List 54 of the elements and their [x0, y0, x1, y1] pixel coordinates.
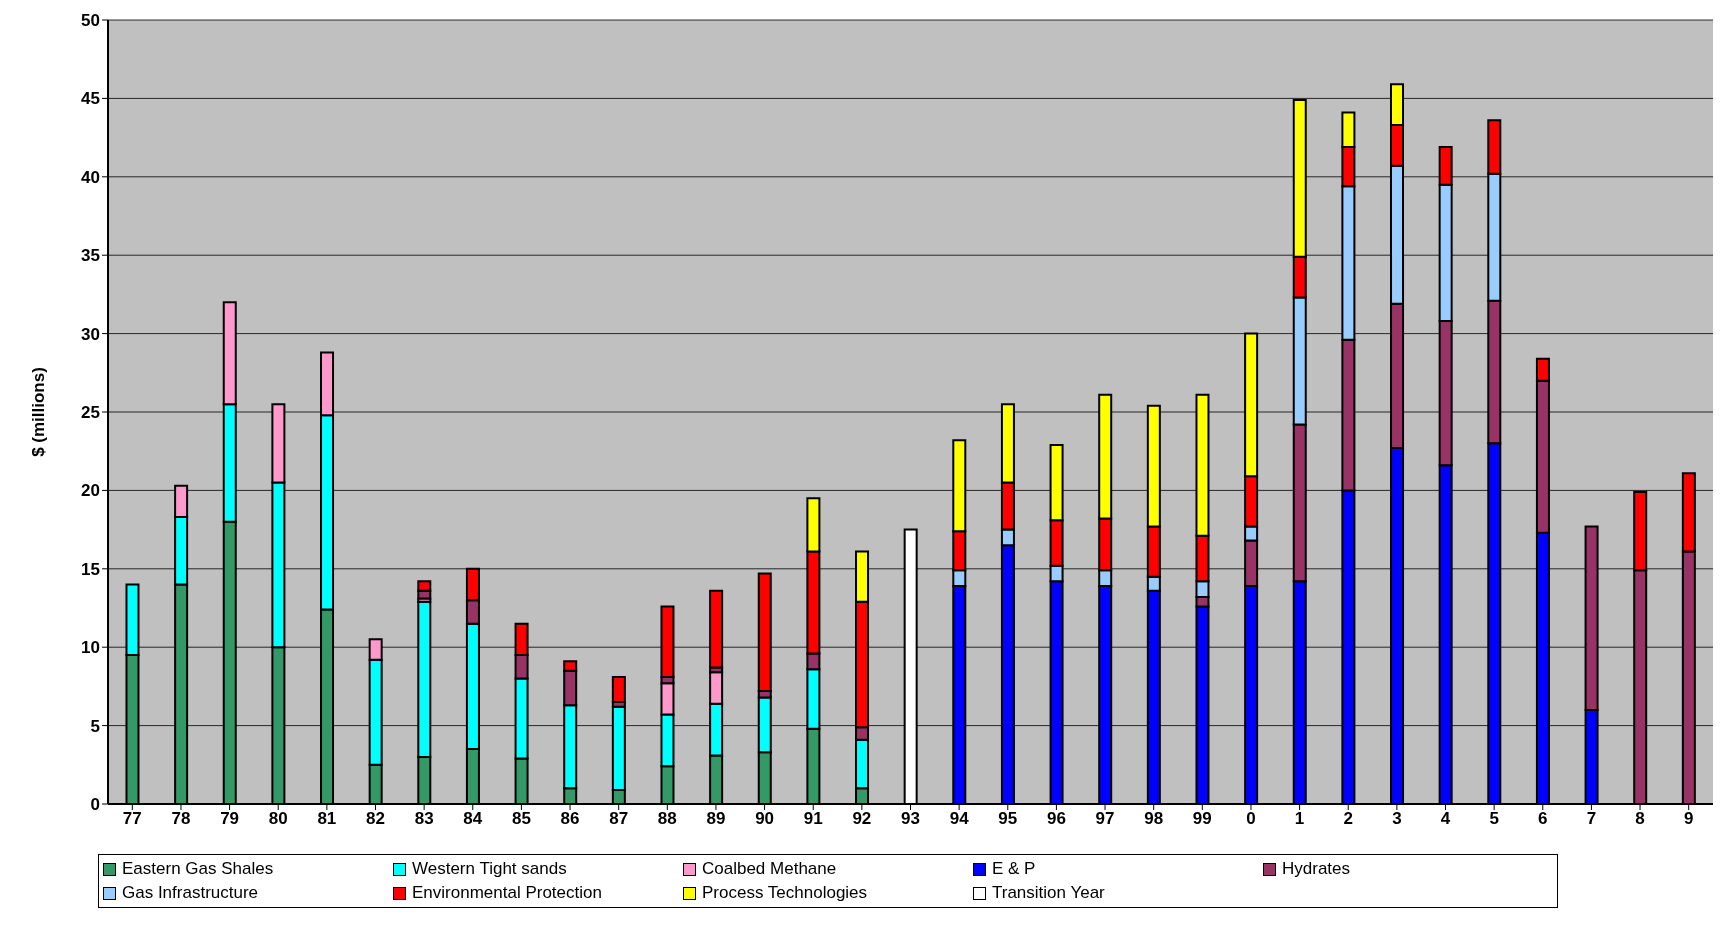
y-tick-label: 25: [81, 403, 100, 423]
legend-label: Gas Infrastructure: [122, 883, 259, 903]
x-tick-label: 95: [998, 809, 1018, 829]
legend-label: Environmental Protection: [412, 883, 602, 903]
x-tick-label: 82: [366, 809, 385, 829]
x-tick-label: 80: [268, 809, 288, 829]
y-tick-label: 50: [81, 11, 100, 31]
x-tick-label: 98: [1144, 809, 1164, 829]
x-tick-label: 94: [949, 809, 970, 829]
legend-label: E & P: [992, 859, 1036, 879]
x-tick-label: 3: [1392, 809, 1402, 829]
y-tick-label: 0: [90, 795, 100, 815]
x-tick-label: 6: [1538, 809, 1548, 829]
legend-label: Hydrates: [1282, 859, 1351, 879]
y-tick-label: 20: [81, 481, 100, 501]
x-tick-label: 0: [1246, 809, 1256, 829]
x-tick-label: 5: [1489, 809, 1499, 829]
legend-label: Eastern Gas Shales: [122, 859, 274, 879]
x-tick-label: 87: [609, 809, 629, 829]
legend-label: Transition Year: [992, 883, 1105, 903]
x-tick-label: 2: [1343, 809, 1353, 829]
x-tick-label: 93: [901, 809, 920, 829]
y-tick-label: 5: [90, 716, 100, 736]
x-tick-label: 99: [1192, 809, 1212, 829]
x-tick-label: 90: [755, 809, 775, 829]
y-tick-label: 15: [81, 559, 100, 579]
x-tick-label: 81: [317, 809, 337, 829]
y-tick-label: 40: [81, 167, 100, 187]
x-tick-label: 7: [1586, 809, 1597, 829]
x-tick-label: 85: [511, 809, 531, 829]
y-axis-title: $ (millions): [29, 367, 49, 457]
x-tick-label: 86: [560, 809, 580, 829]
x-tick-label: 96: [1046, 809, 1066, 829]
x-tick-label: 9: [1683, 809, 1694, 829]
legend-label: Coalbed Methane: [702, 859, 837, 879]
x-tick-label: 78: [171, 809, 191, 829]
x-tick-label: 91: [803, 809, 823, 829]
y-tick-label: 45: [81, 89, 100, 109]
x-tick-label: 92: [852, 809, 872, 829]
x-tick-label: 97: [1095, 809, 1115, 829]
y-tick-label: 30: [81, 324, 100, 344]
x-tick-label: 8: [1635, 809, 1645, 829]
x-tick-label: 88: [657, 809, 677, 829]
legend-label: Western Tight sands: [412, 859, 567, 879]
legend-label: Process Technologies: [702, 883, 868, 903]
y-tick-label: 35: [81, 246, 100, 266]
x-tick-label: 84: [463, 809, 483, 829]
x-tick-label: 79: [220, 809, 240, 829]
x-tick-label: 83: [414, 809, 434, 829]
x-tick-label: 89: [706, 809, 726, 829]
x-tick-label: 77: [122, 809, 142, 829]
x-tick-label: 1: [1294, 809, 1305, 829]
y-tick-label: 10: [81, 638, 100, 658]
x-tick-label: 4: [1440, 809, 1451, 829]
